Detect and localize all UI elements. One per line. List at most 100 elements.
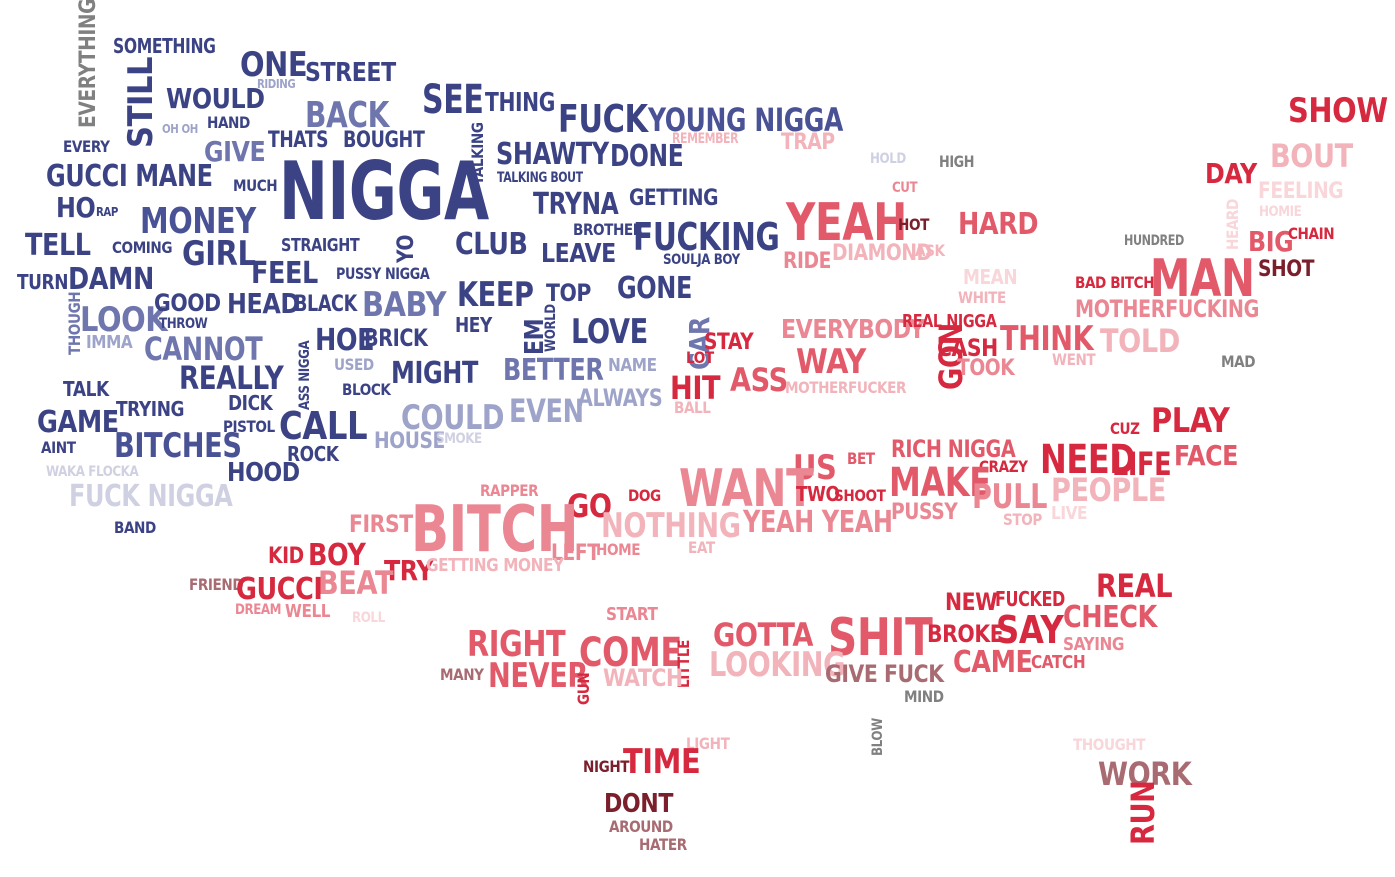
cloud-word: GUCCI MANE [46,159,213,194]
cloud-word: WORLD [543,304,559,352]
cloud-word: OH OH [162,122,198,136]
cloud-word: MIND [904,687,944,706]
cloud-word: CATCH [1031,652,1086,673]
cloud-word: WOULD [166,82,265,115]
cloud-word: YOUNG NIGGA [648,101,843,139]
cloud-word: PLAY [1151,401,1230,441]
cloud-word: HEY [455,313,492,337]
cloud-word: LOT [686,348,714,367]
cloud-word: YO [394,235,419,263]
cloud-word: AROUND [609,817,673,836]
cloud-word: BROKE [927,620,1004,648]
cloud-word: CHECK [1063,600,1157,635]
cloud-word: CUT [892,180,918,196]
cloud-word: SHAWTY [496,137,609,172]
cloud-word: DONT [604,789,674,819]
cloud-word: START [606,604,658,625]
cloud-word: LOOKING [709,645,846,685]
cloud-word: HEAD [227,287,300,320]
cloud-word: RIDING [257,77,296,91]
cloud-word: BOUGHT [343,128,425,153]
cloud-word: ROCK [287,442,339,466]
cloud-word: BACK [305,95,389,136]
cloud-word: SHOOT [834,486,886,505]
cloud-word: DREAM [235,602,282,618]
cloud-word: PEOPLE [1051,471,1166,509]
cloud-word: SOMETHING [113,34,216,58]
cloud-word: DONE [610,139,684,174]
cloud-word: LEAVE [541,239,616,269]
cloud-word: HOT [898,215,929,234]
cloud-word: STREET [305,58,396,88]
cloud-word: BRICK [364,324,428,352]
cloud-word: GAME [37,405,119,440]
cloud-word: SEE [422,77,484,123]
cloud-word: HO [56,191,96,224]
cloud-word: SMOKE [436,431,482,447]
cloud-word: LIGHT [686,734,730,753]
cloud-word: GONE [617,271,692,306]
cloud-word: TOLD [1100,322,1180,360]
cloud-word: REAL NIGGA [902,311,997,332]
cloud-word: CAME [953,645,1033,680]
cloud-word: REAL [1096,567,1173,605]
cloud-word: HOME [596,540,641,559]
cloud-word: BET [847,449,875,468]
cloud-word: BEAT [318,564,394,602]
cloud-word: PUSSY [891,500,958,525]
cloud-word: BAD BITCH [1075,273,1155,292]
cloud-word: WENT [1052,350,1096,369]
cloud-word: NEW [945,588,998,616]
cloud-word: CUZ [1110,419,1140,438]
cloud-word: FUCKING [633,215,780,259]
cloud-word: BALL [674,398,711,417]
cloud-word: WELL [285,601,331,622]
cloud-word: BLOCK [342,380,391,399]
cloud-word: AINT [41,438,76,457]
cloud-word: TRYNA [533,187,619,222]
cloud-word: GO [567,487,612,525]
cloud-word: ROLL [352,610,385,626]
cloud-word: TOOK [957,356,1015,381]
cloud-word: EVERY [63,137,110,156]
cloud-word: MUCH [233,176,278,195]
cloud-word: THATS [268,128,329,153]
cloud-word: FIRST [349,510,413,538]
cloud-word: DAMN [68,262,154,297]
cloud-word: NIGHT [583,757,630,776]
cloud-word: RUN [1124,780,1162,845]
cloud-word: MAKE [889,460,991,506]
cloud-word: NAME [608,355,657,376]
cloud-word: CLUB [455,227,528,262]
cloud-word: EVERYBODY [781,315,925,345]
cloud-word: IMMA [86,332,133,353]
cloud-word: TOP [546,279,591,307]
cloud-word: LEFT [551,541,600,566]
cloud-word: GETTING MONEY [426,555,564,576]
cloud-word: BOUT [1270,137,1353,175]
cloud-word: LIFE [1112,445,1172,483]
cloud-word: HEARD [1223,199,1242,250]
cloud-word: BOY [308,538,366,573]
cloud-word: LOOK [80,300,168,340]
cloud-word: FEELING [1258,179,1344,204]
cloud-word: NEED [1040,437,1136,483]
cloud-word: TELL [25,228,91,263]
cloud-word: COULD [401,398,505,438]
cloud-word: REALLY [179,359,284,397]
cloud-word: GUCCI [236,572,323,607]
cloud-word: BLOW [870,718,886,756]
cloud-word: LOVE [571,312,648,352]
cloud-word: ALWAYS [578,384,663,412]
cloud-word: EVEN [509,392,584,430]
cloud-word: WATCH [603,664,683,692]
cloud-word: FUCK NIGGA [69,479,233,514]
cloud-word: GIRL [182,234,256,274]
cloud-word: STRAIGHT [281,235,360,256]
cloud-word: NIGGA [279,145,489,238]
cloud-word: TURN [17,270,69,294]
cloud-word: WORK [1098,755,1192,793]
cloud-word: YEAH [786,193,907,253]
cloud-word: HOUSE [374,429,445,454]
cloud-word: DICK [228,391,273,415]
